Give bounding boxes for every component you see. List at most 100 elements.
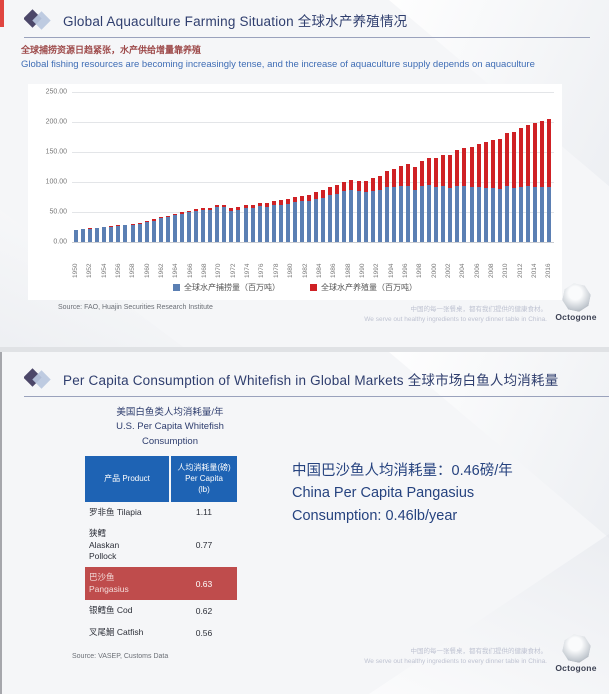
y-axis-label: 200.00 bbox=[45, 118, 67, 126]
brand-logo: Octogone bbox=[551, 635, 601, 673]
capture-segment bbox=[236, 210, 241, 242]
bar-2009 bbox=[490, 140, 495, 242]
capture-segment bbox=[165, 217, 170, 242]
capture-segment bbox=[391, 187, 396, 242]
brand-logo-text: Octogone bbox=[555, 663, 597, 673]
capture-segment bbox=[300, 201, 304, 242]
slide2-title: Per Capita Consumption of Whitefish in G… bbox=[63, 372, 559, 388]
y-axis-label: 50.00 bbox=[49, 208, 67, 216]
aquaculture-segment bbox=[511, 131, 516, 188]
bar-1974 bbox=[243, 205, 248, 242]
y-axis-label: 150.00 bbox=[45, 148, 67, 156]
capture-segment bbox=[172, 215, 177, 242]
gridline-200.00 bbox=[72, 122, 554, 123]
x-axis-label-2004: 2004 bbox=[459, 263, 467, 278]
capture-segment bbox=[307, 201, 312, 242]
bar-1992 bbox=[370, 178, 375, 242]
aquaculture-segment bbox=[307, 195, 312, 202]
bar-1980 bbox=[285, 199, 290, 242]
table-row: 银鳕鱼 Cod 0.62 bbox=[85, 600, 237, 621]
callout-line-en1: China Per Capita Pangasius bbox=[292, 485, 475, 502]
bar-1969 bbox=[208, 208, 213, 242]
x-axis-label-1952: 1952 bbox=[86, 263, 94, 278]
capture-segment bbox=[116, 225, 121, 242]
bar-1952 bbox=[88, 228, 93, 242]
aquaculture-segment bbox=[151, 219, 156, 221]
product-cell: 银鳕鱼 Cod bbox=[89, 605, 133, 616]
capture-segment bbox=[469, 186, 474, 242]
value-cell: 1.11 bbox=[196, 507, 212, 518]
capture-segment bbox=[398, 186, 403, 242]
bar-1967 bbox=[194, 208, 199, 242]
x-axis-label-1982: 1982 bbox=[301, 263, 309, 278]
aquaculture-segment bbox=[335, 185, 340, 195]
capture-segment bbox=[462, 185, 467, 242]
aquaculture-segment bbox=[483, 142, 488, 188]
aquaculture-segment bbox=[243, 205, 248, 209]
bar-1997 bbox=[405, 164, 410, 242]
slide-divider bbox=[0, 347, 609, 352]
capture-segment bbox=[363, 191, 368, 242]
x-axis-label-1950: 1950 bbox=[72, 263, 79, 278]
aquaculture-segment bbox=[201, 207, 206, 210]
capture-segment bbox=[151, 220, 156, 242]
capture-segment bbox=[81, 229, 86, 242]
watermark-chinese: 中国的每一张餐桌，都有我们提供的健康食材。 bbox=[410, 648, 548, 655]
legend-swatch bbox=[173, 284, 180, 291]
value-cell: 0.56 bbox=[195, 627, 213, 638]
aquaculture-segment bbox=[229, 207, 234, 211]
x-axis-label-2014: 2014 bbox=[531, 263, 538, 278]
bar-2003 bbox=[448, 155, 453, 242]
bar-2015 bbox=[533, 122, 538, 242]
bar-1979 bbox=[278, 200, 283, 242]
product-cell: 巴沙鱼 Pangasius bbox=[89, 572, 129, 594]
aquaculture-segment bbox=[547, 119, 552, 187]
table-row: 叉尾鮰 Catfish 0.56 bbox=[85, 622, 237, 643]
bar-1975 bbox=[250, 204, 255, 242]
table-header-row: 产品 Product 人均消耗量(磅) Per Capita (lb) bbox=[85, 456, 237, 502]
x-axis-label-1988: 1988 bbox=[344, 263, 352, 278]
aquaculture-segment bbox=[300, 195, 304, 202]
subtitle-chinese: 全球捕捞资源日趋紧张，水产供给增量靠养殖 bbox=[21, 45, 202, 55]
aquaculture-segment bbox=[328, 186, 333, 195]
aquaculture-segment bbox=[158, 217, 163, 219]
capture-segment bbox=[137, 223, 142, 242]
x-axis-label-1970: 1970 bbox=[215, 263, 223, 278]
product-cell: 罗非鱼 Tilapia bbox=[89, 506, 142, 517]
brand-logo-text: Octogone bbox=[555, 312, 597, 322]
aquaculture-segment bbox=[250, 204, 255, 209]
watermark-chinese: 中国的每一张餐桌，都有我们提供的健康食材。 bbox=[410, 306, 548, 313]
aquaculture-segment bbox=[413, 166, 417, 191]
aquaculture-segment bbox=[469, 146, 474, 187]
aquaculture-segment bbox=[391, 168, 396, 188]
callout-line-en2: Consumption: 0.46lb/year bbox=[292, 507, 458, 524]
aquaculture-segment bbox=[321, 190, 326, 198]
chart-x-axis-labels: 1950 1952 1954 1956 1958 1960 1962 1964 1966 1968… bbox=[72, 244, 554, 278]
bar-2002 bbox=[441, 155, 446, 242]
x-axis-label-1966: 1966 bbox=[186, 263, 194, 278]
aquaculture-segment bbox=[455, 150, 460, 186]
x-axis-label-1986: 1986 bbox=[330, 263, 338, 278]
x-axis-label-1996: 1996 bbox=[401, 263, 409, 278]
aquaculture-segment bbox=[222, 204, 227, 208]
capture-segment bbox=[292, 202, 297, 242]
capture-segment bbox=[321, 197, 326, 242]
capture-segment bbox=[377, 190, 382, 242]
aquaculture-segment bbox=[292, 197, 297, 203]
capture-segment bbox=[540, 187, 545, 242]
bar-1971 bbox=[222, 204, 227, 242]
x-axis-label-2012: 2012 bbox=[516, 263, 524, 278]
aquaculture-segment bbox=[356, 181, 361, 192]
red-corner-strip bbox=[0, 0, 4, 27]
aquaculture-segment bbox=[95, 227, 100, 229]
legend-item: 全球水产捕捞量（百万吨） bbox=[173, 282, 280, 293]
aquaculture-segment bbox=[102, 226, 107, 228]
capture-segment bbox=[342, 191, 347, 242]
aquaculture-segment bbox=[420, 160, 425, 187]
capture-segment bbox=[483, 187, 488, 242]
diamond-bullet-icon bbox=[24, 368, 52, 389]
gridline-50.00 bbox=[72, 212, 554, 213]
aquaculture-segment bbox=[490, 140, 495, 189]
bar-1993 bbox=[377, 175, 382, 242]
x-axis-label-1992: 1992 bbox=[373, 263, 381, 278]
